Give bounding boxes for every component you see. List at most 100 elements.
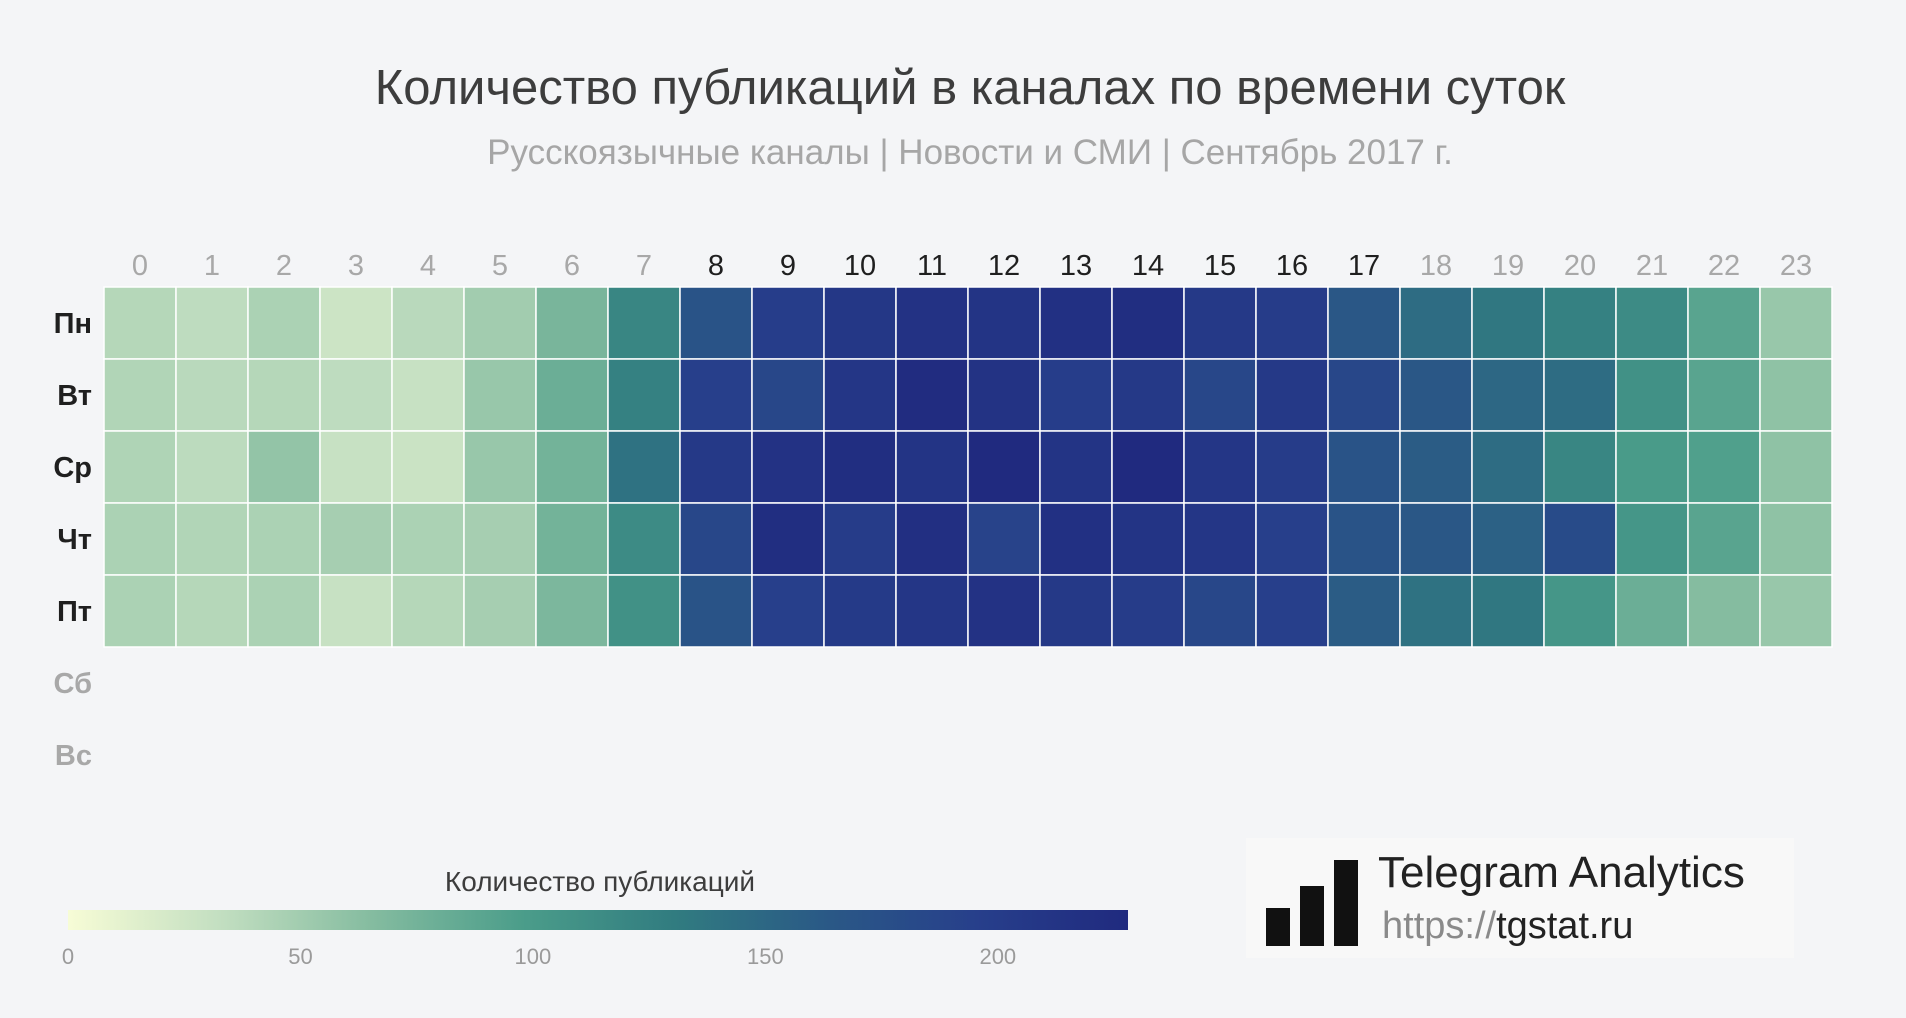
day-label: Вс [55,740,92,772]
heatmap-cell-Ср-4 [391,430,465,504]
heatmap-cell-Чт-5 [463,502,537,576]
heatmap-cell-Чт-19 [1471,502,1545,576]
hour-label: 16 [1276,250,1308,282]
heatmap-cell-Ср-14 [1111,430,1185,504]
heatmap-cell-Ср-1 [175,430,249,504]
hour-label: 6 [564,250,580,282]
heatmap-cell-Ср-21 [1615,430,1689,504]
heatmap-cell-Вт-19 [1471,358,1545,432]
heatmap-cell-Вт-6 [535,358,609,432]
hour-label: 7 [636,250,652,282]
heatmap-cell-Пн-23 [1759,286,1833,360]
heatmap-cell-Чт-11 [895,502,969,576]
heatmap-cell-Вт-8 [679,358,753,432]
heatmap-cell-Пн-17 [1327,286,1401,360]
heatmap-cell-Чт-9 [751,502,825,576]
heatmap-cell-Вт-4 [391,358,465,432]
heatmap-cell-Пт-14 [1111,574,1185,648]
heatmap-cell-Вт-11 [895,358,969,432]
heatmap-cell-Пн-21 [1615,286,1689,360]
heatmap-cell-Чт-12 [967,502,1041,576]
hour-label: 23 [1780,250,1812,282]
color-scale-bar [68,910,1128,930]
day-label: Ср [53,452,92,484]
legend-tick-label: 150 [747,944,784,969]
heatmap-cell-Пт-11 [895,574,969,648]
heatmap-cell-Пн-0 [103,286,177,360]
heatmap-cell-Чт-7 [607,502,681,576]
heatmap-cell-Пт-23 [1759,574,1833,648]
heatmap-cell-Чт-1 [175,502,249,576]
heatmap-cell-Пт-1 [175,574,249,648]
heatmap-cell-Вт-3 [319,358,393,432]
heatmap-cell-Вт-0 [103,358,177,432]
heatmap-cell-Чт-20 [1543,502,1617,576]
heatmap-cell-Пн-11 [895,286,969,360]
heatmap-cell-Пт-7 [607,574,681,648]
heatmap-cell-Пн-16 [1255,286,1329,360]
heatmap-cell-Чт-16 [1255,502,1329,576]
heatmap-cell-Ср-10 [823,430,897,504]
heatmap-cell-Вт-15 [1183,358,1257,432]
heatmap-cell-Чт-14 [1111,502,1185,576]
bar-chart-logo-icon [1266,860,1358,946]
heatmap-cell-Чт-17 [1327,502,1401,576]
hour-label: 0 [132,250,148,282]
heatmap-cell-Пт-17 [1327,574,1401,648]
heatmap-cell-Пн-5 [463,286,537,360]
hour-label: 11 [917,250,947,282]
brand-url: https://tgstat.ru [1382,905,1633,948]
heatmap-cell-Чт-23 [1759,502,1833,576]
legend-tick-label: 0 [61,944,75,969]
hour-label: 9 [780,250,796,282]
heatmap-cell-Чт-0 [103,502,177,576]
heatmap-cell-Пт-9 [751,574,825,648]
heatmap-cell-Пн-22 [1687,286,1761,360]
heatmap-cell-Ср-22 [1687,430,1761,504]
heatmap-cell-Пт-15 [1183,574,1257,648]
brand-name: Telegram Analytics [1378,848,1745,897]
hour-label: 10 [844,250,876,282]
legend-tick-label: 200 [979,944,1017,969]
heatmap-cell-Ср-8 [679,430,753,504]
heatmap-cell-Пт-4 [391,574,465,648]
brand-watermark: Telegram Analytics https://tgstat.ru [1246,838,1794,958]
hour-label: 19 [1492,250,1524,282]
heatmap-cell-Ср-2 [247,430,321,504]
heatmap-cell-Пн-2 [247,286,321,360]
hour-label: 17 [1348,250,1380,282]
hour-label: 15 [1204,250,1236,282]
legend-tick-label: 100 [514,944,552,969]
hour-label: 22 [1708,250,1740,282]
heatmap-cell-Пн-15 [1183,286,1257,360]
day-label: Пт [57,596,92,628]
heatmap-cell-Пт-22 [1687,574,1761,648]
brand-url-domain: tgstat.ru [1496,905,1634,947]
heatmap-cell-Пт-10 [823,574,897,648]
heatmap-cell-Чт-2 [247,502,321,576]
heatmap-cell-Ср-23 [1759,430,1833,504]
heatmap-cell-Вт-16 [1255,358,1329,432]
heatmap-cell-Вт-20 [1543,358,1617,432]
heatmap-cells [103,286,1833,648]
heatmap-chart: 0 1 2 3 4 5 6 7 8 9 10 11 12 13 14 15 16 17 18 19 20 21 22 23 П… [53,250,1833,772]
heatmap-cell-Пт-2 [247,574,321,648]
heatmap-cell-Вт-9 [751,358,825,432]
heatmap-cell-Чт-22 [1687,502,1761,576]
heatmap-cell-Ср-6 [535,430,609,504]
day-label: Сб [54,668,92,700]
heatmap-cell-Пт-16 [1255,574,1329,648]
heatmap-cell-Чт-4 [391,502,465,576]
heatmap-cell-Ср-15 [1183,430,1257,504]
heatmap-cell-Ср-17 [1327,430,1401,504]
hour-label: 12 [988,250,1020,282]
heatmap-cell-Вт-18 [1399,358,1473,432]
day-label: Чт [57,524,92,556]
heatmap-cell-Вт-17 [1327,358,1401,432]
heatmap-cell-Чт-10 [823,502,897,576]
heatmap-cell-Чт-8 [679,502,753,576]
heatmap-cell-Пн-14 [1111,286,1185,360]
hour-label: 2 [276,250,292,282]
heatmap-cell-Вт-2 [247,358,321,432]
heatmap-cell-Вт-1 [175,358,249,432]
